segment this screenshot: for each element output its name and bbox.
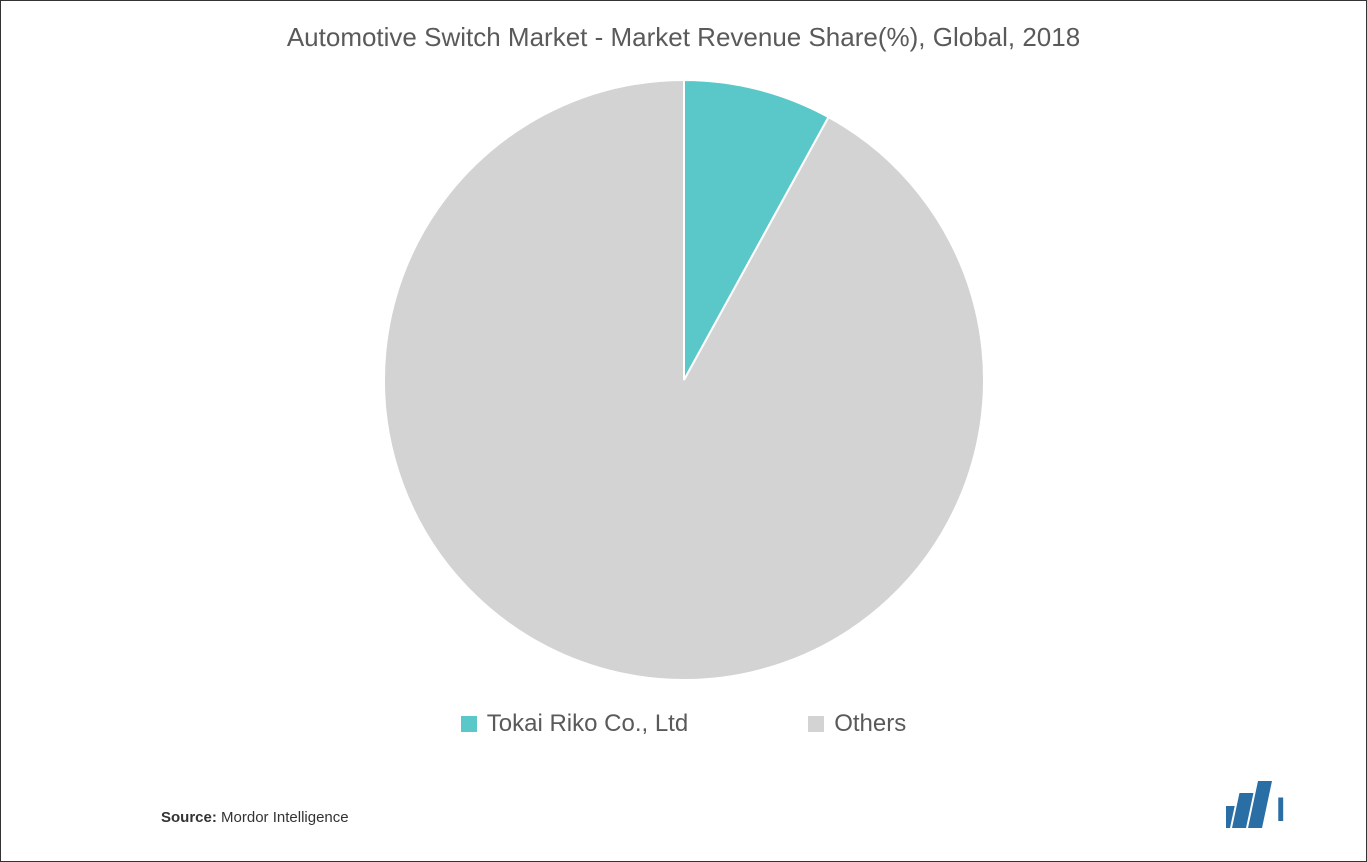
source-value: Mordor Intelligence [221,809,349,826]
logo-bar-icon [1248,781,1272,828]
legend: Tokai Riko Co., Ltd Others [461,710,906,738]
logo-text: I [1276,791,1285,829]
legend-item: Others [808,710,906,738]
pie-slice [384,80,984,680]
legend-label: Others [834,710,906,738]
source-label: Source: [161,809,217,826]
chart-container: Automotive Switch Market - Market Revenu… [1,1,1366,861]
source-attribution: Source: Mordor Intelligence [161,809,349,826]
legend-marker-icon [461,716,477,732]
legend-label: Tokai Riko Co., Ltd [487,710,688,738]
legend-marker-icon [808,716,824,732]
legend-item: Tokai Riko Co., Ltd [461,710,688,738]
chart-title: Automotive Switch Market - Market Revenu… [287,21,1080,55]
brand-logo: I [1226,781,1306,836]
mordor-logo-icon: I [1226,781,1306,831]
pie-chart [374,70,994,690]
pie-svg [374,70,994,690]
